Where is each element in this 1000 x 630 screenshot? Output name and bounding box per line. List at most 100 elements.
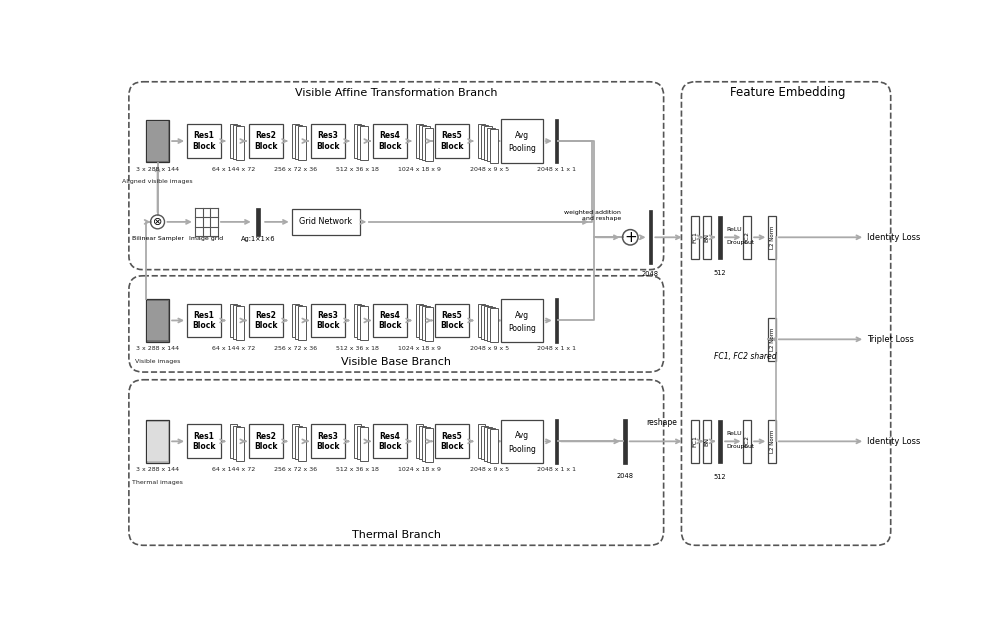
Text: Grid Network: Grid Network: [299, 217, 352, 226]
Text: FC2: FC2: [745, 231, 750, 243]
Text: 2048 x 9 x 5: 2048 x 9 x 5: [470, 167, 509, 172]
Text: 2048 x 9 x 5: 2048 x 9 x 5: [470, 467, 509, 472]
Bar: [233, 125, 240, 159]
Text: Res2
Block: Res2 Block: [254, 131, 278, 151]
Text: Res5
Block: Res5 Block: [440, 311, 464, 330]
Bar: [718, 420, 722, 463]
Bar: [691, 420, 698, 463]
Bar: [354, 425, 361, 458]
Bar: [416, 425, 423, 458]
Bar: [311, 304, 345, 338]
Text: Pooling: Pooling: [508, 144, 536, 153]
Text: FC1: FC1: [692, 435, 697, 447]
Text: FC1: FC1: [692, 231, 697, 243]
Bar: [481, 125, 488, 159]
Bar: [292, 209, 360, 235]
Text: 1024 x 18 x 9: 1024 x 18 x 9: [398, 467, 441, 472]
Bar: [230, 425, 237, 458]
Text: 64 x 144 x 72: 64 x 144 x 72: [212, 346, 255, 352]
Bar: [501, 120, 543, 163]
Bar: [490, 429, 498, 463]
Text: Res4
Block: Res4 Block: [378, 432, 402, 451]
Text: L2 Norm: L2 Norm: [770, 430, 775, 453]
Bar: [236, 306, 244, 340]
Text: Res1
Block: Res1 Block: [192, 311, 216, 330]
Text: Res1
Block: Res1 Block: [192, 432, 216, 451]
Text: 512: 512: [714, 474, 727, 480]
Bar: [236, 127, 244, 160]
Bar: [478, 425, 485, 458]
Bar: [743, 420, 751, 463]
Bar: [478, 124, 485, 158]
Bar: [357, 125, 364, 159]
Bar: [691, 215, 698, 259]
Text: Res5
Block: Res5 Block: [440, 432, 464, 451]
Text: Thermal Branch: Thermal Branch: [352, 530, 441, 541]
Bar: [490, 308, 498, 342]
Bar: [425, 307, 433, 341]
Bar: [484, 127, 492, 160]
Text: Res4
Block: Res4 Block: [378, 131, 402, 151]
Text: Avg: Avg: [515, 432, 529, 440]
Bar: [478, 304, 485, 338]
Bar: [249, 425, 283, 458]
Bar: [425, 428, 433, 462]
Text: Visible Affine Transformation Branch: Visible Affine Transformation Branch: [295, 88, 498, 98]
Bar: [233, 305, 240, 338]
Text: 3 x 288 x 144: 3 x 288 x 144: [136, 346, 179, 352]
Bar: [292, 304, 299, 338]
Bar: [419, 305, 426, 338]
Bar: [373, 425, 407, 458]
Bar: [298, 306, 306, 340]
Bar: [233, 426, 240, 459]
Bar: [256, 208, 260, 236]
Bar: [484, 427, 492, 461]
Bar: [147, 421, 168, 461]
Text: 3 x 288 x 144: 3 x 288 x 144: [136, 167, 179, 172]
Bar: [298, 427, 306, 461]
Bar: [295, 305, 302, 338]
Bar: [481, 426, 488, 459]
Bar: [360, 427, 368, 461]
Text: Res1
Block: Res1 Block: [192, 131, 216, 151]
Text: 512: 512: [714, 270, 727, 276]
Bar: [357, 305, 364, 338]
Text: L2 Norm: L2 Norm: [770, 328, 775, 351]
Text: 2048 x 1 x 1: 2048 x 1 x 1: [537, 167, 576, 172]
Text: 512 x 36 x 18: 512 x 36 x 18: [336, 467, 379, 472]
Text: Thermal images: Thermal images: [132, 479, 183, 484]
Text: weighted addition
and reshape: weighted addition and reshape: [564, 210, 621, 221]
Bar: [501, 420, 543, 463]
Text: 1024 x 18 x 9: 1024 x 18 x 9: [398, 346, 441, 352]
Text: ⊗: ⊗: [153, 217, 162, 227]
Text: 256 x 72 x 36: 256 x 72 x 36: [274, 167, 317, 172]
Text: 64 x 144 x 72: 64 x 144 x 72: [212, 467, 255, 472]
Bar: [311, 425, 345, 458]
Bar: [292, 124, 299, 158]
Text: Droupout: Droupout: [726, 240, 755, 245]
Text: 256 x 72 x 36: 256 x 72 x 36: [274, 467, 317, 472]
Bar: [487, 128, 495, 161]
Bar: [249, 124, 283, 158]
Text: 512 x 36 x 18: 512 x 36 x 18: [336, 167, 379, 172]
Bar: [311, 124, 345, 158]
Bar: [422, 306, 430, 340]
Text: 3 x 288 x 144: 3 x 288 x 144: [136, 467, 179, 472]
Text: 64 x 144 x 72: 64 x 144 x 72: [212, 167, 255, 172]
Bar: [487, 428, 495, 462]
Bar: [249, 304, 283, 338]
Bar: [425, 128, 433, 161]
Text: Image grid: Image grid: [189, 236, 223, 241]
Bar: [718, 215, 722, 259]
Bar: [703, 215, 711, 259]
Bar: [490, 129, 498, 163]
Text: Visible Base Branch: Visible Base Branch: [341, 357, 451, 367]
Bar: [187, 425, 221, 458]
Bar: [768, 318, 776, 361]
Text: 2048: 2048: [616, 473, 633, 479]
Text: Aɡ:1×1×6: Aɡ:1×1×6: [241, 236, 276, 242]
Bar: [487, 307, 495, 341]
Text: FC1, FC2 shared: FC1, FC2 shared: [714, 352, 776, 361]
Bar: [230, 124, 237, 158]
Text: 2048 x 1 x 1: 2048 x 1 x 1: [537, 346, 576, 352]
